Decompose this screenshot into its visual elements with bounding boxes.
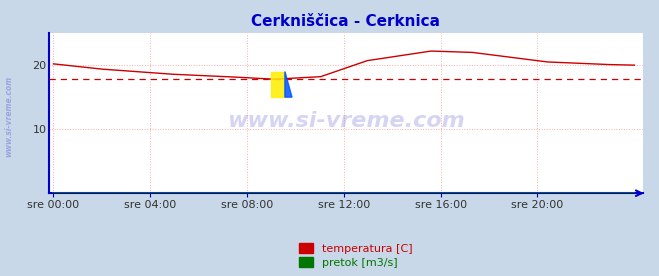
Polygon shape (285, 71, 292, 97)
Text: www.si-vreme.com: www.si-vreme.com (227, 111, 465, 131)
Text: www.si-vreme.com: www.si-vreme.com (4, 75, 13, 156)
Legend: temperatura [C], pretok [m3/s]: temperatura [C], pretok [m3/s] (299, 243, 413, 268)
Bar (271, 71, 285, 97)
Title: Cerkniščica - Cerknica: Cerkniščica - Cerknica (252, 14, 440, 29)
